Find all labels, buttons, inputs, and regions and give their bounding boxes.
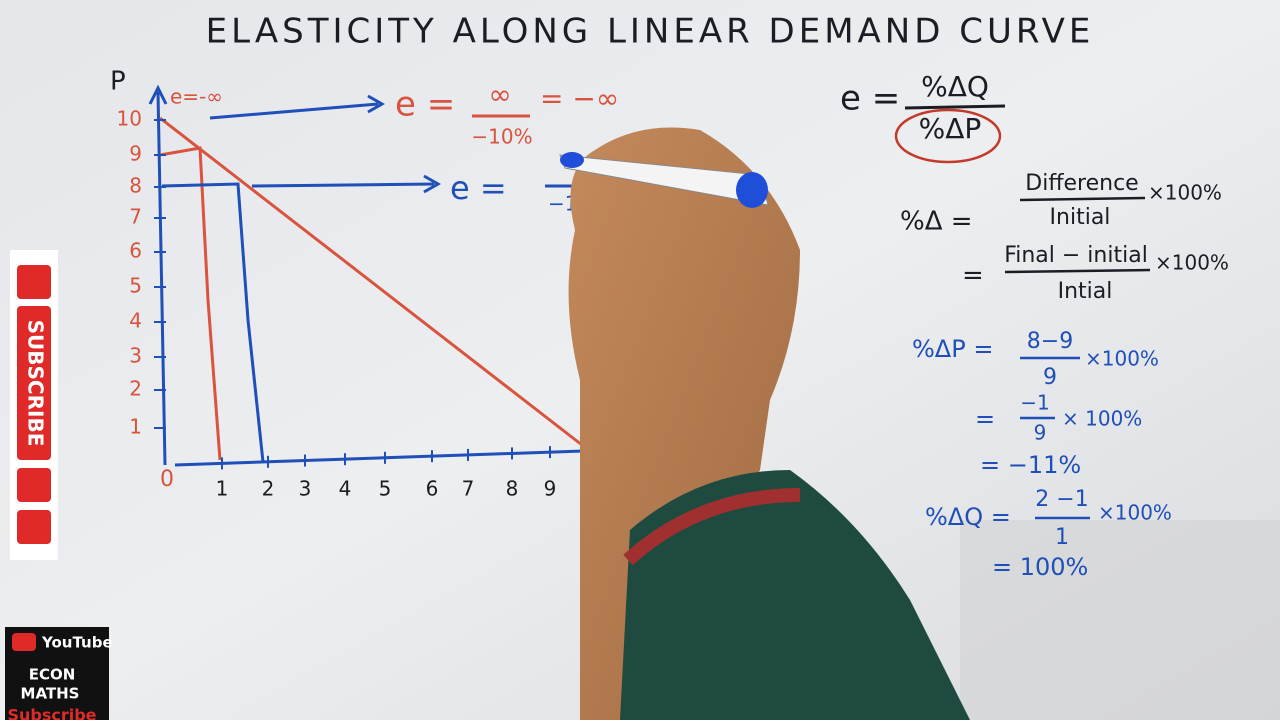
- arrow-2-head: [423, 174, 442, 194]
- point-8: [161, 182, 265, 463]
- subscribe-cta[interactable]: Subscribe: [7, 706, 96, 720]
- origin-label: 0: [160, 467, 174, 492]
- formula-numerator: Difference: [1025, 171, 1138, 196]
- x-tick-label: 3: [299, 477, 312, 501]
- x-tick-label: 5: [379, 477, 392, 501]
- circle: [894, 108, 1002, 164]
- y-tick-label: 7: [129, 205, 142, 229]
- formula-numerator: %ΔQ: [921, 70, 989, 103]
- y-tick-label: 8: [129, 174, 142, 198]
- x-tick-label: 2: [262, 477, 275, 501]
- formula-denominator: 1: [1055, 525, 1069, 550]
- e-denominator: −10%: [471, 125, 532, 149]
- formula-lhs: =: [975, 405, 995, 433]
- point-9: [159, 146, 222, 461]
- demand-line: [159, 116, 583, 447]
- fraction-bar: [904, 104, 1006, 110]
- formula-lhs: e =: [840, 79, 900, 119]
- youtube-icon: [12, 633, 36, 651]
- y-tick-label: 1: [129, 415, 142, 439]
- x-tick-label: 4: [339, 477, 352, 501]
- top-note: e=-∞: [170, 85, 223, 109]
- platform-name: YouTube: [41, 634, 113, 652]
- y-tick-label: 9: [129, 142, 142, 166]
- x-tick-label: 9: [544, 477, 557, 501]
- fraction-bar: [1019, 196, 1146, 202]
- formula-numerator: Final − initial: [1004, 243, 1148, 268]
- x-tick-label: 1: [216, 477, 229, 501]
- e-lhs: e =: [395, 85, 455, 125]
- channel-logo[interactable]: YouTube ECON MATHS Subscribe: [5, 627, 113, 720]
- presenter-hand: [559, 127, 970, 720]
- arrow-1: [209, 102, 379, 120]
- formula-denominator: Initial: [1050, 205, 1111, 230]
- y-tick-label: 4: [129, 309, 142, 333]
- channel-line2: MATHS: [21, 685, 80, 703]
- subscribe-button[interactable]: [17, 306, 51, 460]
- formula-numerator: 8−9: [1027, 329, 1073, 354]
- formulas: e = %ΔQ %ΔP %Δ = Difference Initial ×100…: [840, 70, 1229, 581]
- y-tick-label: 5: [129, 274, 142, 298]
- x-tick-label: 6: [426, 477, 439, 501]
- y-tick-label: 2: [129, 377, 142, 401]
- formula-denominator: 9: [1043, 365, 1057, 390]
- share-icon[interactable]: [17, 468, 51, 502]
- x-tick-label: 7: [462, 477, 475, 501]
- subscribe-text[interactable]: SUBSCRIBE: [24, 320, 48, 447]
- formula-tail: ×100%: [1085, 347, 1159, 371]
- y-arrow: [148, 84, 168, 105]
- x-tick-label: 8: [506, 477, 519, 501]
- like-icon[interactable]: [17, 265, 51, 299]
- x-axis: [174, 448, 613, 467]
- bell-icon[interactable]: [17, 510, 51, 544]
- fraction-bar: [1004, 268, 1151, 274]
- formula-tail: ×100%: [1148, 181, 1222, 205]
- formula-denominator: 9: [1034, 421, 1047, 445]
- y-axis-label: P: [110, 67, 126, 97]
- formula-lhs: %Δ =: [900, 207, 973, 237]
- channel-line1: ECON: [29, 666, 76, 684]
- y-tick-label: 3: [129, 344, 142, 368]
- arrow-1-head: [367, 94, 386, 114]
- graph: [148, 84, 618, 467]
- formula-tail: ×100%: [1155, 251, 1229, 275]
- y-tick-label: 6: [129, 239, 142, 263]
- formula-tail: ×100%: [1098, 501, 1172, 525]
- e-numerator: ∞: [488, 78, 511, 111]
- formula-denominator: %ΔP: [919, 112, 982, 145]
- formula-lhs: =: [962, 261, 984, 291]
- subscribe-sidebar[interactable]: SUBSCRIBE: [10, 250, 58, 560]
- formula-tail: × 100%: [1062, 407, 1142, 431]
- e-result: = −∞: [540, 82, 619, 115]
- arrow-2: [251, 182, 435, 188]
- y-tick-label: 10: [117, 107, 142, 131]
- title: ELASTICITY ALONG LINEAR DEMAND CURVE: [206, 12, 1095, 52]
- formula-result: = −11%: [980, 451, 1081, 479]
- formula-result: = 100%: [992, 553, 1088, 581]
- e2-lhs: e =: [450, 169, 507, 207]
- formula-numerator: 2 −1: [1035, 487, 1088, 512]
- formula-lhs: %ΔP =: [912, 335, 993, 363]
- formula-numerator: −1: [1020, 391, 1049, 415]
- formula-denominator: Intial: [1058, 279, 1113, 304]
- reflection: [960, 520, 1280, 720]
- formula-lhs: %ΔQ =: [925, 503, 1011, 531]
